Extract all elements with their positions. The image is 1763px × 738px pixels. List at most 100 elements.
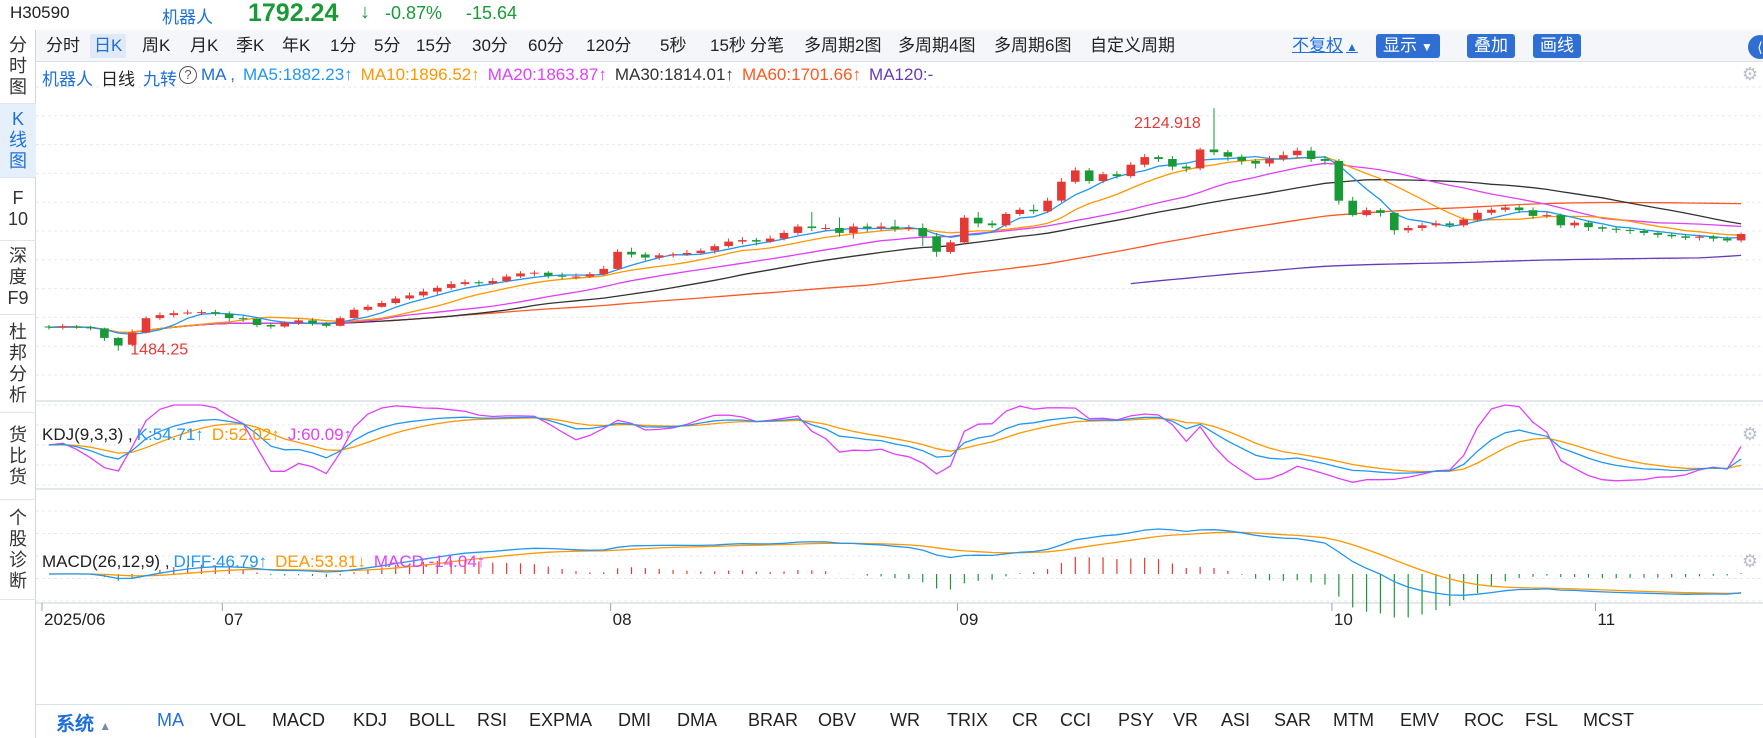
left-tab-5[interactable]: 货比货: [0, 413, 36, 500]
legend-ma120: MA120:-: [869, 65, 934, 84]
fuquan-arrow-icon: ▲: [1346, 40, 1358, 54]
indicator-tab-mtm[interactable]: MTM: [1333, 710, 1374, 730]
candle-body: [488, 281, 498, 284]
indicator-tab-cr[interactable]: CR: [1012, 710, 1038, 730]
period-tab-14[interactable]: 分笔: [750, 36, 784, 55]
indicator-tab-rsi[interactable]: RSI: [477, 710, 508, 730]
help-icon[interactable]: ?: [179, 66, 197, 84]
indicator-tab-boll[interactable]: BOLL: [409, 710, 456, 730]
kline-chart-svg[interactable]: 2124.918 1484.25 2025/06 07 08 09 10 11: [36, 63, 1763, 703]
system-indicator-menu[interactable]: 系统 ▲: [56, 714, 112, 735]
indicator-tab-dmi[interactable]: DMI: [618, 710, 651, 730]
indicator-tab-dma[interactable]: DMA: [677, 710, 717, 730]
period-tab-16[interactable]: 多周期4图: [898, 36, 976, 55]
candle-body: [1528, 210, 1538, 216]
macd-dea: DEA:53.81↓: [275, 552, 366, 571]
indicator-tab-kdj[interactable]: KDJ: [353, 710, 388, 730]
kdj-settings-gear-icon[interactable]: ⚙: [1741, 424, 1759, 444]
left-tab-3[interactable]: 深度 F9: [0, 241, 36, 315]
period-tab-13[interactable]: 15秒: [710, 36, 746, 55]
indicator-tab-obv[interactable]: OBV: [818, 710, 857, 730]
candle-body: [419, 291, 428, 296]
period-tab-7[interactable]: 5分: [374, 36, 401, 55]
candle-body: [738, 240, 747, 242]
candle-body: [1542, 215, 1552, 217]
indicator-tab-fsl[interactable]: FSL: [1525, 710, 1559, 730]
period-tab-17[interactable]: 多周期6图: [994, 36, 1072, 55]
indicator-tab-wr[interactable]: WR: [890, 710, 920, 730]
candle-body: [1320, 159, 1330, 161]
indicator-tab-brar[interactable]: BRAR: [748, 710, 799, 730]
candle-body: [1681, 236, 1690, 238]
overlay-button[interactable]: 叠加: [1467, 34, 1515, 58]
candle-body: [1722, 238, 1732, 241]
candle-body: [100, 328, 109, 338]
candle-body: [502, 276, 511, 281]
candle-body: [211, 312, 220, 314]
candle-body: [1501, 207, 1510, 210]
candle-body: [1209, 149, 1219, 153]
period-tab-18[interactable]: 自定义周期: [1090, 36, 1175, 55]
candle-body: [114, 337, 123, 346]
period-tab-10[interactable]: 60分: [528, 36, 564, 55]
indicator-tab-roc[interactable]: ROC: [1464, 710, 1504, 730]
indicator-tab-macd[interactable]: MACD: [272, 710, 325, 730]
period-tab-12[interactable]: 5秒: [660, 36, 687, 55]
candle-body: [1570, 222, 1579, 226]
period-tab-1[interactable]: 日K: [90, 34, 127, 58]
indicator-tab-asi[interactable]: ASI: [1221, 710, 1251, 730]
display-button[interactable]: 显示 ▼: [1376, 34, 1440, 58]
legend-name: 机器人: [42, 70, 93, 89]
main-settings-gear-icon[interactable]: ⚙: [1741, 64, 1759, 84]
left-tab-2[interactable]: F 10: [0, 178, 36, 241]
macd-settings-gear-icon[interactable]: ⚙: [1741, 551, 1759, 571]
indicator-tab-vr[interactable]: VR: [1173, 710, 1199, 730]
indicator-tab-psy[interactable]: PSY: [1118, 710, 1155, 730]
macd-dea-line: [48, 531, 1742, 595]
legend-jiuzhuan[interactable]: 九转: [143, 70, 177, 89]
indicator-tab-trix[interactable]: TRIX: [947, 710, 989, 730]
fuquan-label: 不复权: [1292, 36, 1343, 55]
candle-body: [266, 325, 276, 327]
candle-body: [682, 253, 692, 255]
candle-body: [585, 274, 595, 277]
period-tab-9[interactable]: 30分: [472, 36, 508, 55]
candle-body: [391, 298, 400, 303]
indicator-tab-ma[interactable]: MA: [157, 710, 184, 730]
candle-body: [1182, 166, 1191, 169]
candle-body: [654, 255, 664, 258]
indicator-tab-cci[interactable]: CCI: [1060, 710, 1091, 730]
period-tab-2[interactable]: 周K: [142, 36, 171, 55]
period-tab-15[interactable]: 多周期2图: [804, 36, 882, 55]
period-tab-5[interactable]: 年K: [282, 36, 311, 55]
kline-chart-area[interactable]: 2124.918 1484.25 2025/06 07 08 09 10 11 机器人 日线 …: [36, 63, 1763, 703]
period-tab-0[interactable]: 分时: [46, 36, 80, 55]
candle-body: [752, 240, 761, 242]
candle-body: [890, 226, 900, 229]
period-tab-4[interactable]: 季K: [236, 36, 265, 55]
candle-body: [183, 312, 192, 314]
left-tab-6[interactable]: 个股诊断: [0, 500, 36, 600]
candle-body: [835, 228, 844, 233]
fuquan-dropdown[interactable]: 不复权 ▲: [1292, 34, 1358, 58]
period-tab-11[interactable]: 120分: [586, 36, 632, 55]
candle-body: [1098, 174, 1108, 181]
draw-line-button[interactable]: 画线: [1533, 34, 1581, 58]
candle-body: [322, 323, 331, 326]
period-tab-8[interactable]: 15分: [416, 36, 452, 55]
period-tab-6[interactable]: 1分: [330, 36, 357, 55]
indicator-tab-emv[interactable]: EMV: [1400, 710, 1440, 730]
collapse-panel-icon[interactable]: ⟨: [1748, 35, 1763, 59]
candle-body: [224, 313, 234, 319]
indicator-tab-sar[interactable]: SAR: [1274, 710, 1312, 730]
indicator-tab-mcst[interactable]: MCST: [1583, 710, 1634, 730]
indicator-tab-expma[interactable]: EXPMA: [529, 710, 593, 730]
left-tab-0[interactable]: 分时图: [0, 30, 36, 104]
indicator-tab-vol[interactable]: VOL: [210, 710, 247, 730]
left-tab-4[interactable]: 杜邦分析: [0, 315, 36, 413]
period-tab-3[interactable]: 月K: [190, 36, 219, 55]
candle-body: [1043, 200, 1052, 212]
ma120-line: [1130, 254, 1742, 285]
stock-name[interactable]: 机器人: [162, 8, 213, 27]
